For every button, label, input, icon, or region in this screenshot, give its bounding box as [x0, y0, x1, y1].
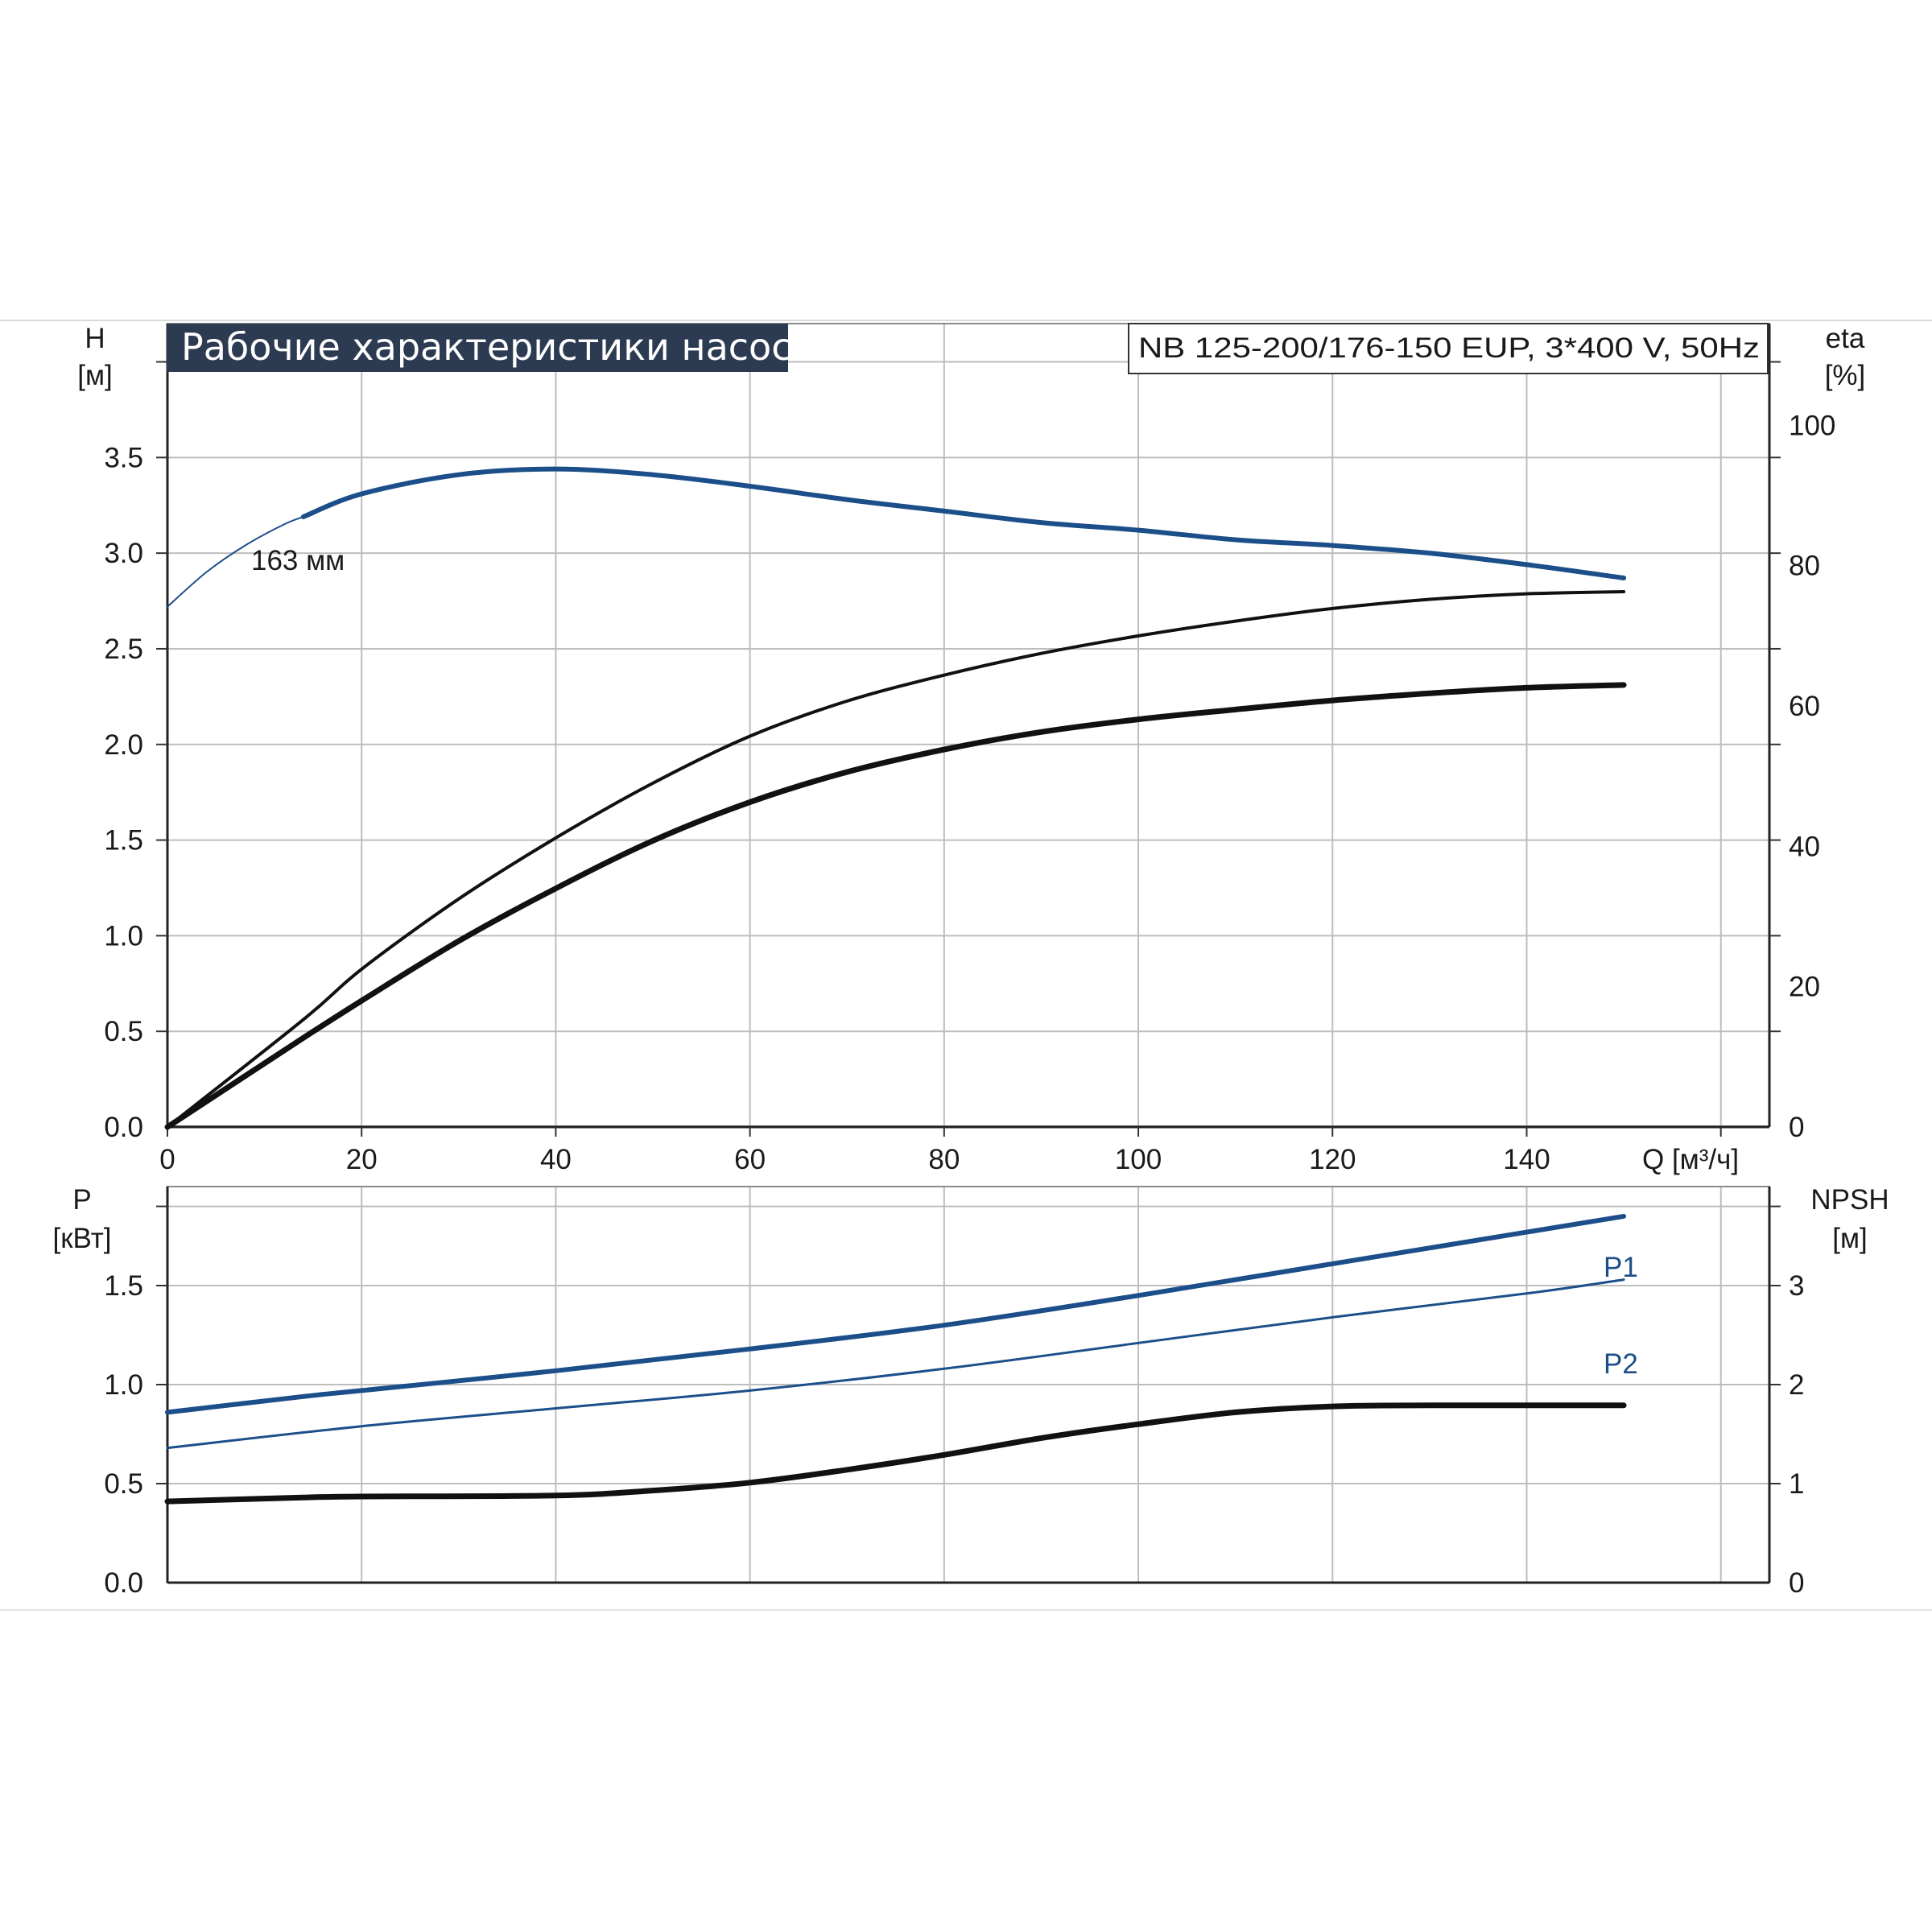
x-tick-label: 100 — [1115, 1144, 1162, 1175]
x-tick-label: 140 — [1503, 1144, 1550, 1175]
x-tick-label: 40 — [540, 1144, 572, 1175]
p-axis-unit: [кВт] — [53, 1223, 112, 1254]
power-curve-p1 — [165, 1213, 1627, 1415]
upper-plot-frame — [167, 323, 1770, 1127]
upper-grid — [167, 324, 1769, 1127]
upper-series — [164, 466, 1627, 1130]
p-tick-label: 0.0 — [104, 1567, 143, 1599]
h-tick-label: 1.5 — [104, 825, 143, 857]
x-tick-label: 0 — [159, 1144, 175, 1175]
curve-label-163mm: 163 мм — [251, 545, 345, 576]
upper-ticks: 0 20 40 60 80 100 120 140 0.0 0.5 1.0 1.5 2.0 2.5 3.0 3… — [104, 361, 1835, 1175]
lower-grid — [167, 1187, 1769, 1583]
series-label-p1: P1 — [1604, 1252, 1638, 1283]
efficiency-curve-upper — [166, 590, 1626, 1129]
npsh-curve — [164, 1402, 1627, 1505]
h-tick-label: 0.5 — [104, 1016, 143, 1047]
x-tick-label: 20 — [346, 1144, 378, 1175]
h-tick-label: 1.0 — [104, 920, 143, 952]
x-tick-label: 80 — [928, 1144, 960, 1175]
h-tick-label: 3.0 — [104, 538, 143, 569]
p-tick-label: 0.5 — [104, 1468, 143, 1500]
q-axis-label: Q [м³/ч] — [1642, 1144, 1739, 1175]
npsh-axis-unit: [м] — [1832, 1223, 1868, 1254]
npsh-tick-label: 2 — [1789, 1369, 1804, 1401]
power-curve-p2 — [166, 1278, 1625, 1450]
model-label-box — [1128, 323, 1769, 374]
efficiency-curve-lower — [164, 682, 1627, 1130]
lower-series — [164, 1213, 1627, 1505]
h-tick-label: 3.5 — [104, 442, 143, 473]
x-tick-label: 60 — [734, 1144, 766, 1175]
npsh-tick-label: 0 — [1789, 1567, 1804, 1599]
p-tick-label: 1.0 — [104, 1369, 143, 1401]
eta-axis-unit: [%] — [1825, 360, 1866, 391]
chart-title-box — [167, 324, 788, 372]
h-tick-label: 0.0 — [104, 1112, 143, 1143]
eta-tick-label: 60 — [1789, 691, 1820, 722]
head-curve-extension — [167, 516, 304, 608]
h-tick-label: 2.5 — [104, 634, 143, 665]
h-tick-label: 2.0 — [104, 729, 143, 761]
head-curve-163mm — [300, 466, 1627, 580]
p-tick-label: 1.5 — [104, 1270, 143, 1302]
eta-tick-label: 40 — [1789, 831, 1820, 862]
x-tick-label: 120 — [1309, 1144, 1356, 1175]
eta-axis-label: eta — [1826, 323, 1865, 354]
npsh-axis-label: NPSH — [1810, 1184, 1889, 1216]
eta-tick-label: 80 — [1789, 551, 1820, 582]
npsh-tick-label: 1 — [1789, 1468, 1804, 1500]
eta-tick-label: 100 — [1789, 410, 1835, 441]
npsh-tick-label: 3 — [1789, 1270, 1804, 1302]
model-label: NB 125-200/176-150 EUP, 3*400 V, 50Hz — [1138, 332, 1760, 364]
lower-ticks: 0.0 0.5 1.0 1.5 0 1 2 3 — [104, 1205, 1804, 1599]
series-label-p2: P2 — [1604, 1348, 1638, 1380]
h-axis-label: H — [85, 323, 105, 354]
p-axis-label: P — [72, 1184, 91, 1216]
chart-title: Рабочие характеристики насоса — [181, 325, 815, 369]
h-axis-unit: [м] — [77, 360, 113, 391]
eta-tick-label: 20 — [1789, 972, 1820, 1003]
eta-tick-label: 0 — [1789, 1112, 1804, 1143]
